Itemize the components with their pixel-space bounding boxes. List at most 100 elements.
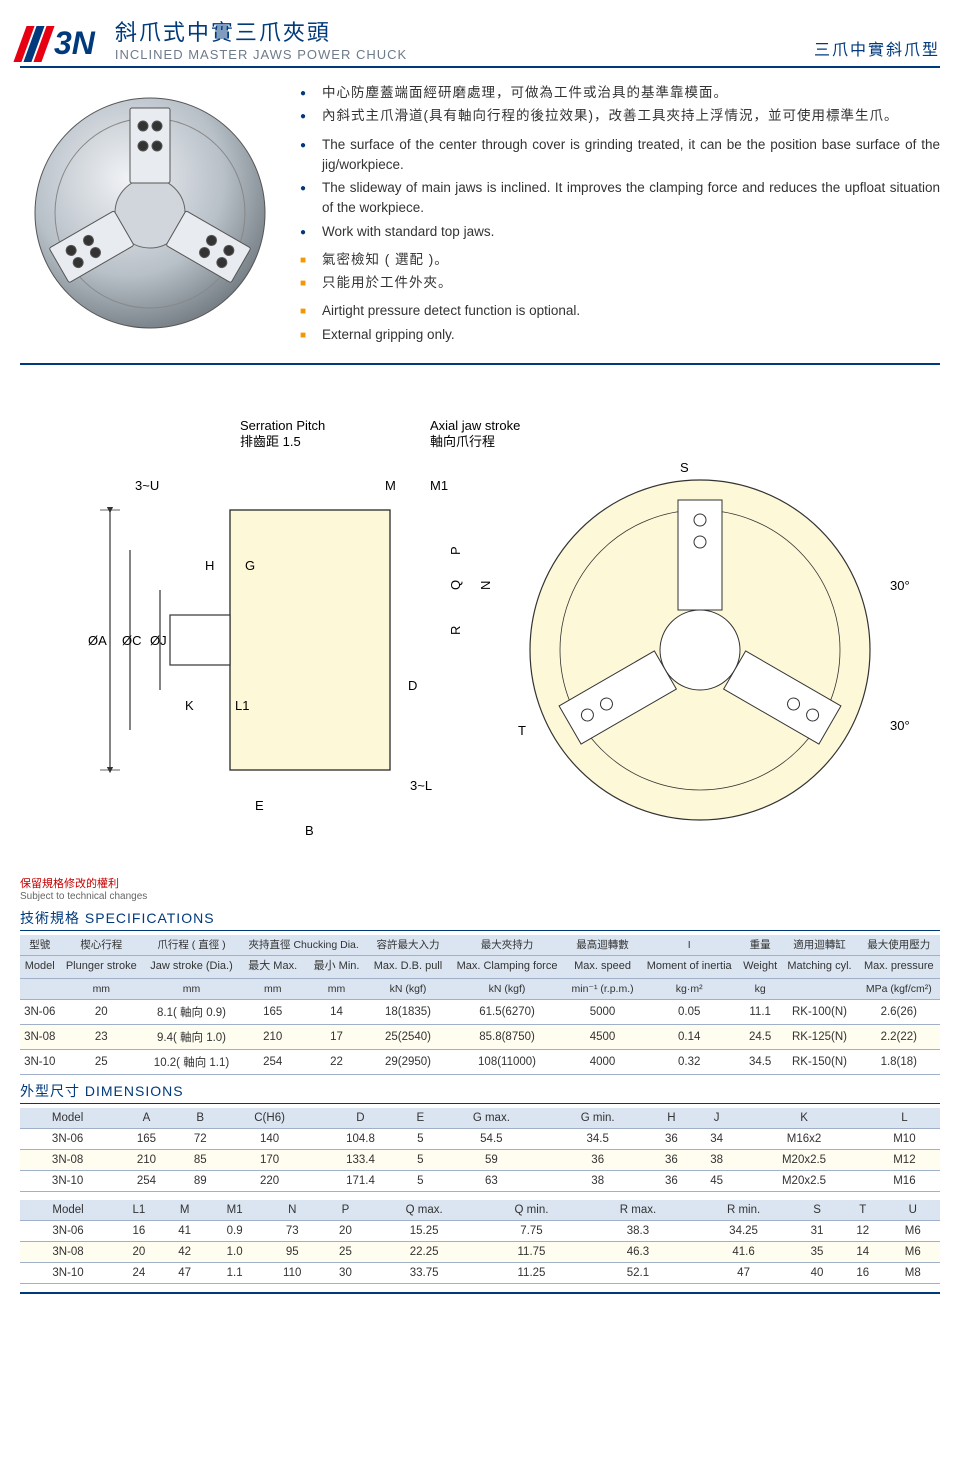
table-cell: 5 [405, 1150, 436, 1171]
table-cell: 8.1( 軸向 0.9) [143, 1000, 240, 1025]
svg-text:軸向爪行程: 軸向爪行程 [430, 434, 495, 449]
table-cell: 14 [840, 1242, 886, 1263]
table-header-cell: Q min. [480, 1200, 583, 1221]
table-cell: M16 [869, 1171, 940, 1192]
table-cell: 24 [116, 1263, 162, 1284]
svg-text:30°: 30° [890, 578, 910, 593]
table-cell: M8 [886, 1263, 940, 1284]
svg-text:ØA: ØA [88, 633, 107, 648]
table-cell: 22.25 [368, 1242, 480, 1263]
dim-section-title: 外型尺寸 DIMENSIONS [20, 1081, 940, 1104]
table-cell: 11.25 [480, 1263, 583, 1284]
table-cell: 46.3 [583, 1242, 693, 1263]
table-cell: 15.25 [368, 1221, 480, 1242]
table-cell: 23 [59, 1025, 143, 1050]
table-cell: M20x2.5 [739, 1171, 869, 1192]
table-header-cell: U [886, 1200, 940, 1221]
table-cell: 4500 [566, 1025, 640, 1050]
table-header-cell: P [323, 1200, 369, 1221]
logo-text: 3N [54, 25, 95, 62]
table-header-row: ModelL1MM1NPQ max.Q min.R max.R min.STU [20, 1200, 940, 1221]
table-cell: M6 [886, 1242, 940, 1263]
dim-table-1: ModelABC(H6)DEG max.G min.HJKL 3N-061657… [20, 1108, 940, 1192]
table-cell: 42 [162, 1242, 208, 1263]
table-header-row: 型號楔心行程爪行程 ( 直徑 ) 夾持直徑 Chucking Dia.容許最大入… [20, 935, 940, 956]
table-row: 3N-08239.4( 軸向 1.0)2101725(2540)85.8(875… [20, 1025, 940, 1050]
svg-text:B: B [305, 823, 314, 838]
table-cell: 1.0 [207, 1242, 261, 1263]
spec-section-title: 技術規格 SPECIFICATIONS [20, 908, 940, 931]
svg-text:Q: Q [448, 580, 463, 590]
table-cell: 31 [794, 1221, 840, 1242]
table-header-cell: Model [20, 1108, 115, 1129]
svg-text:N: N [478, 580, 493, 589]
table-header-cell: Model [20, 1200, 116, 1221]
table-cell: 24.5 [739, 1025, 782, 1050]
table-header-cell: G max. [436, 1108, 547, 1129]
svg-text:T: T [518, 723, 526, 738]
table-header-row: ModelABC(H6)DEG max.G min.HJKL [20, 1108, 940, 1129]
svg-text:E: E [255, 798, 264, 813]
table-cell: 3N-08 [20, 1150, 115, 1171]
table-cell: 63 [436, 1171, 547, 1192]
table-cell: 33.75 [368, 1263, 480, 1284]
table-header-cell: R min. [693, 1200, 794, 1221]
feature-item: 中心防塵蓋端面經研磨處理，可做為工件或治具的基準靠模面。 [300, 83, 940, 103]
table-cell: 3N-06 [20, 1221, 116, 1242]
table-cell: 220 [223, 1171, 316, 1192]
table-header-cell: L [869, 1108, 940, 1129]
table-cell: 3N-10 [20, 1171, 115, 1192]
table-cell: M20x2.5 [739, 1150, 869, 1171]
table-cell: 0.05 [639, 1000, 738, 1025]
bottom-divider [20, 1292, 940, 1294]
table-cell: 210 [240, 1025, 306, 1050]
table-header-cell: D [316, 1108, 404, 1129]
svg-text:L1: L1 [235, 698, 249, 713]
table-cell: 110 [262, 1263, 323, 1284]
table-row: 3N-06208.1( 軸向 0.9)1651418(1835)61.5(627… [20, 1000, 940, 1025]
table-cell: 95 [262, 1242, 323, 1263]
table-cell: 14 [306, 1000, 368, 1025]
svg-text:G: G [245, 558, 255, 573]
table-header-cell: E [405, 1108, 436, 1129]
table-row: 3N-1024471.11103033.7511.2552.1474016M8 [20, 1263, 940, 1284]
table-cell: 3N-06 [20, 1129, 115, 1150]
table-cell: 52.1 [583, 1263, 693, 1284]
table-row: 3N-0821085170133.4559363638M20x2.5M12 [20, 1150, 940, 1171]
table-cell: 45 [694, 1171, 739, 1192]
table-cell: 9.4( 軸向 1.0) [143, 1025, 240, 1050]
title-block: 斜爪式中實三爪夾頭 INCLINED MASTER JAWS POWER CHU… [115, 15, 814, 62]
table-cell: 47 [162, 1263, 208, 1284]
table-cell: 34 [694, 1129, 739, 1150]
table-cell: 20 [59, 1000, 143, 1025]
logo-stripes-icon [13, 26, 54, 62]
svg-text:Axial jaw stroke: Axial jaw stroke [430, 418, 520, 433]
table-cell: 133.4 [316, 1150, 404, 1171]
divider [20, 363, 940, 365]
table-header-row: ModelPlunger strokeJaw stroke (Dia.) 最大 … [20, 956, 940, 978]
table-cell: 36 [649, 1129, 694, 1150]
table-cell: 36 [547, 1150, 649, 1171]
table-header-cell: S [794, 1200, 840, 1221]
feature-item: The surface of the center through cover … [300, 135, 940, 176]
table-cell: 35 [794, 1242, 840, 1263]
table-cell: 16 [116, 1221, 162, 1242]
table-header-cell: H [649, 1108, 694, 1129]
table-cell: M12 [869, 1150, 940, 1171]
table-cell: 40 [794, 1263, 840, 1284]
table-header-row: mmmm mmmmkN (kgf) kN (kgf)min⁻¹ (r.p.m.)… [20, 978, 940, 1000]
table-header-cell: L1 [116, 1200, 162, 1221]
table-cell: 254 [115, 1171, 177, 1192]
features-orange-en: Airtight pressure detect function is opt… [300, 301, 940, 345]
table-cell: 254 [240, 1050, 306, 1075]
svg-text:ØC: ØC [122, 633, 142, 648]
table-header-cell: G min. [547, 1108, 649, 1129]
table-row: 3N-0616410.9732015.257.7538.334.253112M6 [20, 1221, 940, 1242]
table-header-cell: T [840, 1200, 886, 1221]
table-header-cell: R max. [583, 1200, 693, 1221]
table-cell: 5 [405, 1171, 436, 1192]
table-header-cell: K [739, 1108, 869, 1129]
table-cell: 0.32 [639, 1050, 738, 1075]
table-header-cell: M1 [207, 1200, 261, 1221]
features-blue-en: The surface of the center through cover … [300, 135, 940, 242]
